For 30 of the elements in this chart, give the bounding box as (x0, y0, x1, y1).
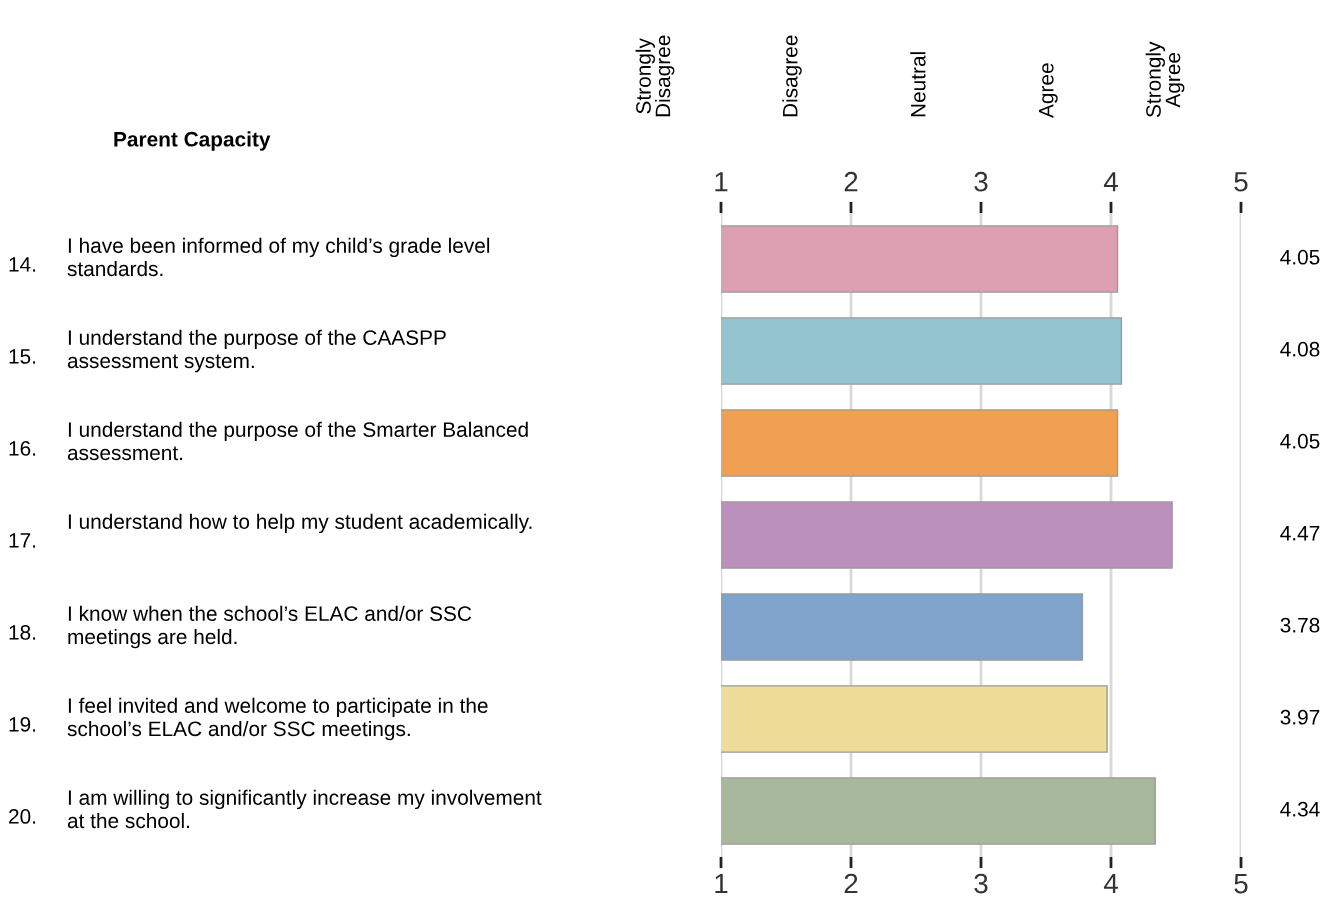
data-label: 4.05 (1280, 433, 1320, 449)
data-label: 4.08 (1280, 341, 1320, 357)
x-tick-label: 1 (715, 873, 728, 894)
category-label: 20. I am willing to significantly increase my involvement at the school. (9, 789, 542, 829)
data-label: 3.97 (1280, 709, 1320, 725)
text: Strongly Disagree (635, 35, 675, 117)
category-label: 16. I understand the purpose of the Smarter Balanced assessment. (9, 421, 528, 461)
data-label: 4.47 (1280, 526, 1320, 541)
text: Neutral (910, 52, 926, 117)
x2-tick-label: 2 (844, 171, 858, 192)
data-label: 4.05 (1280, 249, 1320, 265)
text: Strongly Agree (1145, 41, 1185, 118)
category-label: 19. I feel invited and welcome to participate in the school’s ELAC and/or SSC meetings. (9, 697, 488, 741)
text: Disagree (782, 35, 802, 117)
x2-tick-label: 4 (1103, 172, 1118, 192)
category-label: 17. I understand how to help my student academically. (9, 513, 532, 548)
x2-tick-label: 3 (974, 171, 988, 192)
x-tick-label: 4 (1103, 873, 1118, 894)
text: Parent Capacity (114, 131, 271, 151)
data-label: 3.78 (1280, 617, 1320, 633)
category-label: 14. I have been informed of my child’s grade level standards. (9, 237, 490, 277)
x2-tick-label: 1 (715, 172, 728, 192)
x-tick-label: 3 (974, 873, 988, 894)
x-tick-label: 5 (1234, 873, 1248, 894)
x2-tick-label: 5 (1234, 172, 1248, 192)
category-label: 18. I know when the school’s ELAC and/or SSC meetings are held. (9, 605, 472, 649)
x-tick-label: 2 (844, 873, 858, 894)
category-label: 15. I understand the purpose of the CAASPP assessment system. (9, 329, 446, 373)
text: Agree (1039, 63, 1058, 118)
data-label: 4.34 (1280, 801, 1320, 817)
